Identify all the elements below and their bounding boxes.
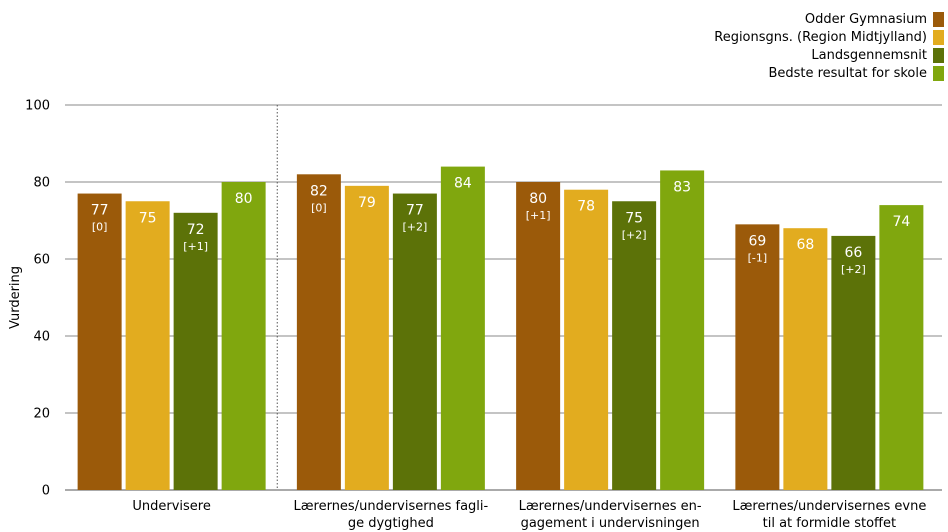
y-tick-label: 20: [33, 407, 50, 422]
bar-value-label: 72: [187, 222, 205, 238]
y-axis-label: Vurdering: [8, 266, 23, 329]
y-tick-label: 0: [42, 484, 50, 499]
x-category-label: Undervisere: [132, 499, 210, 514]
legend-label: Odder Gymnasium: [804, 11, 927, 27]
bar-change-label: [+2]: [402, 221, 427, 234]
bar-change-label: [+1]: [526, 209, 551, 222]
y-tick-label: 40: [33, 330, 50, 345]
bar-value-label: 77: [91, 203, 109, 219]
bar: [516, 182, 561, 490]
chart-legend: Odder Gymnasium Regionsgns. (Region Midtj…: [714, 10, 944, 82]
bar: [564, 189, 609, 490]
bar-value-label: 75: [625, 210, 643, 226]
bar: [879, 205, 924, 490]
legend-label: Regionsgns. (Region Midtjylland): [714, 29, 927, 45]
legend-label: Landsgennemsnit: [811, 47, 927, 63]
x-category-label: Lærernes/undervisernes fagli-: [294, 499, 489, 514]
bar: [221, 182, 266, 490]
bar-value-label: 66: [844, 245, 862, 261]
legend-item: Bedste resultat for skole: [714, 64, 944, 82]
y-tick-label: 60: [33, 253, 50, 268]
x-category-label: ge dygtighed: [348, 516, 434, 531]
legend-item: Odder Gymnasium: [714, 10, 944, 28]
legend-swatch: [933, 29, 944, 45]
bar-value-label: 79: [358, 195, 376, 211]
x-category-label: Lærernes/undervisernes evne: [732, 499, 926, 514]
bar-value-label: 80: [529, 191, 547, 207]
legend-swatch: [933, 47, 944, 63]
bar-change-label: [+2]: [622, 228, 647, 241]
x-category-label: Lærernes/undervisernes en-: [519, 499, 702, 514]
legend-label: Bedste resultat for skole: [768, 65, 927, 81]
bar-value-label: 83: [673, 179, 691, 195]
bar-change-label: [+2]: [841, 263, 866, 276]
x-category-label: til at formidle stoffet: [763, 516, 896, 531]
bar: [173, 212, 218, 491]
bar-value-label: 69: [748, 233, 766, 249]
bar: [612, 201, 657, 490]
bar: [77, 193, 122, 491]
bar-value-label: 74: [892, 214, 910, 230]
bar-value-label: 77: [406, 203, 424, 219]
legend-item: Landsgennemsnit: [714, 46, 944, 64]
x-category-label: gagement i undervisningen: [521, 516, 700, 531]
bar-value-label: 68: [796, 237, 814, 253]
bar: [125, 201, 170, 490]
bar-value-label: 84: [454, 176, 472, 192]
bar-change-label: [0]: [311, 201, 327, 214]
bar-change-label: [0]: [92, 221, 108, 234]
y-tick-label: 100: [25, 99, 50, 114]
bar-change-label: [+1]: [183, 240, 208, 253]
bar-value-label: 78: [577, 199, 595, 215]
bar-value-label: 82: [310, 183, 328, 199]
bar: [735, 224, 780, 490]
legend-item: Regionsgns. (Region Midtjylland): [714, 28, 944, 46]
bar: [783, 228, 828, 490]
bar: [392, 193, 437, 491]
bar-value-label: 75: [139, 210, 157, 226]
legend-swatch: [933, 11, 944, 27]
bar: [660, 170, 705, 490]
y-tick-label: 80: [33, 176, 50, 191]
legend-swatch: [933, 65, 944, 81]
bar: [440, 166, 485, 490]
bar: [344, 185, 389, 490]
bar: [296, 174, 341, 491]
bar: [831, 235, 876, 490]
bar-value-label: 80: [235, 191, 253, 207]
bar-change-label: [-1]: [748, 251, 768, 264]
